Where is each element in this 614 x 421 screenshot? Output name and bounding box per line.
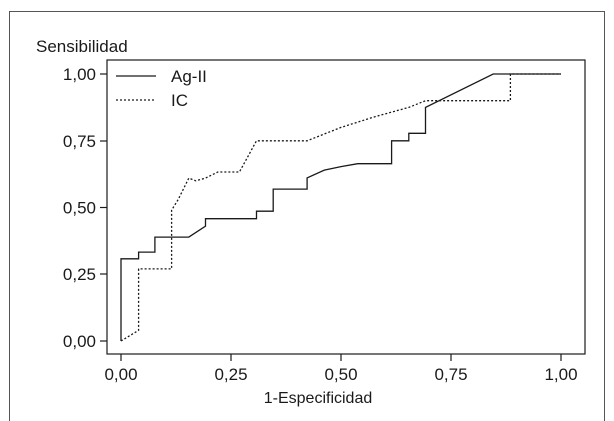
x-tick-label: 1,00: [544, 365, 577, 384]
x-tick: 0,25: [214, 354, 248, 384]
y-tick-label: 1,00: [63, 65, 96, 84]
series-line-ag-ii: [120, 73, 561, 341]
x-tick: 0,75: [434, 354, 468, 384]
x-tick-label: 0,00: [104, 365, 137, 384]
legend-label: IC: [171, 91, 188, 110]
y-tick: 0,75: [63, 132, 107, 151]
x-axis-label: 1-Especificidad: [264, 390, 373, 407]
y-tick: 0,50: [63, 199, 107, 218]
x-tick-label: 0,25: [214, 365, 247, 384]
y-tick-label: 0,75: [63, 132, 96, 151]
y-tick-label: 0,00: [63, 332, 96, 351]
legend-entry-ag-ii: Ag-II: [116, 67, 207, 86]
x-tick: 1,00: [544, 354, 578, 384]
y-tick-label: 0,50: [63, 199, 96, 218]
y-ticks: 0,00 0,25 0,50 0,75 1,00: [63, 65, 107, 351]
y-tick: 1,00: [63, 65, 107, 84]
figure-border: [9, 11, 605, 421]
x-tick-label: 0,75: [434, 365, 467, 384]
series-layer: [120, 73, 561, 342]
y-tick: 0,00: [63, 332, 107, 351]
y-axis-label: Sensibilidad: [36, 37, 128, 56]
x-ticks: 0,00 0,25 0,50 0,75 1,00: [104, 354, 578, 384]
x-tick: 0,50: [324, 354, 358, 384]
legend-entry-ic: IC: [116, 91, 188, 110]
series-line-ic: [120, 73, 561, 342]
x-tick: 0,00: [104, 354, 138, 384]
legend-label: Ag-II: [171, 67, 207, 86]
y-tick: 0,25: [63, 265, 107, 284]
legend: Ag-II IC: [116, 67, 207, 110]
y-tick-label: 0,25: [63, 265, 96, 284]
x-tick-label: 0,50: [324, 365, 357, 384]
